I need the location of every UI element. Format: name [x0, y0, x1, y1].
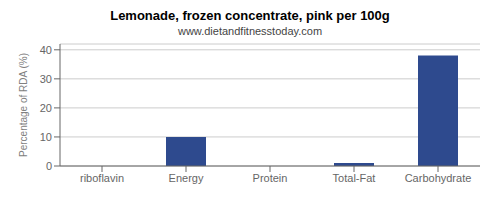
svg-text:0: 0: [46, 160, 52, 172]
svg-text:Energy: Energy: [169, 172, 204, 184]
svg-text:10: 10: [40, 131, 52, 143]
svg-text:30: 30: [40, 73, 52, 85]
svg-text:Carbohydrate: Carbohydrate: [405, 172, 472, 184]
html-text:www.dietandfitnesstoday.com: www.dietandfitnesstoday.com: [178, 25, 322, 37]
html-text:Lemonade, frozen concentrate,: Lemonade, frozen concentrate, pink per 1…: [110, 8, 390, 23]
svg-text:40: 40: [40, 44, 52, 56]
svg-text:20: 20: [40, 102, 52, 114]
svg-text:Total-Fat: Total-Fat: [333, 172, 376, 184]
svg-text:Protein: Protein: [253, 172, 288, 184]
svg-text:riboflavin: riboflavin: [80, 172, 124, 184]
svg-text:Percentage of RDA (%): Percentage of RDA (%): [18, 53, 29, 157]
